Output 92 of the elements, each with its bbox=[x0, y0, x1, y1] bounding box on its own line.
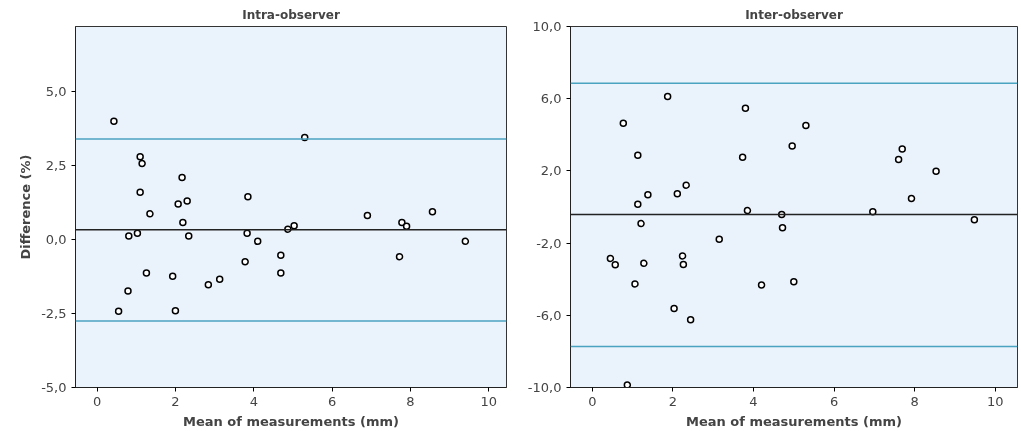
point bbox=[788, 142, 796, 150]
point bbox=[136, 152, 144, 161]
point bbox=[136, 188, 144, 196]
x-tick-label: 6 bbox=[328, 393, 337, 409]
y-tick-label: 2,5 bbox=[45, 158, 67, 174]
point bbox=[611, 261, 619, 269]
point bbox=[395, 252, 404, 261]
point bbox=[743, 206, 752, 215]
point bbox=[644, 190, 652, 199]
point bbox=[932, 167, 940, 176]
point bbox=[778, 224, 787, 232]
point bbox=[277, 251, 285, 259]
point bbox=[178, 173, 186, 182]
point bbox=[738, 153, 747, 162]
point bbox=[402, 222, 411, 230]
point bbox=[184, 232, 193, 240]
y-tick-label: 2,0 bbox=[540, 163, 562, 179]
point bbox=[634, 151, 642, 159]
y-tick-label: -2,0 bbox=[536, 235, 562, 251]
x-tick-label: 10 bbox=[987, 393, 1004, 409]
point bbox=[663, 92, 672, 101]
y-tick-label: -2,5 bbox=[41, 306, 67, 322]
point bbox=[253, 237, 262, 246]
x-tick-label: 10 bbox=[480, 393, 498, 409]
x-tick-label: 4 bbox=[249, 393, 258, 409]
point bbox=[619, 119, 628, 127]
point bbox=[673, 189, 682, 198]
point bbox=[244, 192, 252, 201]
y-axis-title: Difference (%) bbox=[18, 154, 34, 260]
x-axis-title: Mean of measurements (mm) bbox=[686, 413, 902, 429]
chart-title: Intra-observer bbox=[242, 7, 340, 22]
x-tick-label: 0 bbox=[92, 393, 102, 409]
point bbox=[802, 121, 810, 130]
point bbox=[670, 304, 678, 313]
point bbox=[183, 197, 191, 205]
point bbox=[204, 281, 213, 289]
point bbox=[682, 181, 690, 189]
point bbox=[757, 281, 766, 289]
point bbox=[138, 159, 146, 168]
point bbox=[114, 307, 123, 315]
point bbox=[623, 381, 632, 388]
point bbox=[637, 219, 645, 228]
point bbox=[168, 272, 177, 280]
x-tick-label: 8 bbox=[406, 393, 415, 409]
point bbox=[790, 277, 798, 286]
chart-title: Inter-observer bbox=[745, 7, 843, 22]
point bbox=[290, 221, 298, 230]
point bbox=[215, 275, 224, 283]
point bbox=[179, 218, 187, 227]
point bbox=[363, 211, 372, 220]
y-tick-label: -10,0 bbox=[527, 380, 562, 395]
y-tick-label: 10,0 bbox=[532, 19, 562, 34]
point bbox=[679, 260, 688, 269]
point bbox=[461, 237, 470, 246]
x-tick-label: 2 bbox=[668, 393, 678, 409]
y-tick-label: 0,0 bbox=[45, 232, 67, 248]
point bbox=[133, 229, 142, 238]
y-tick-label: 6,0 bbox=[540, 91, 562, 107]
point bbox=[171, 307, 180, 315]
point bbox=[277, 269, 285, 277]
x-tick-label: 2 bbox=[171, 393, 180, 409]
point bbox=[146, 210, 154, 218]
point bbox=[125, 232, 133, 240]
point bbox=[398, 218, 406, 227]
y-tick-label: -6,0 bbox=[536, 307, 562, 323]
point bbox=[640, 259, 648, 268]
point bbox=[894, 155, 903, 164]
point bbox=[907, 194, 916, 203]
y-tick-label: -5,0 bbox=[41, 380, 67, 395]
point bbox=[124, 287, 132, 295]
point bbox=[741, 104, 750, 113]
point bbox=[678, 252, 687, 260]
y-tick-label: 5,0 bbox=[45, 84, 67, 100]
x-tick-label: 0 bbox=[588, 393, 597, 409]
point bbox=[898, 145, 906, 153]
point bbox=[715, 235, 723, 243]
point bbox=[606, 254, 615, 263]
x-axis-title: Mean of measurements (mm) bbox=[183, 413, 399, 429]
point bbox=[243, 229, 251, 238]
point bbox=[631, 280, 639, 288]
point bbox=[142, 269, 151, 277]
point bbox=[110, 117, 118, 125]
x-tick-label: 4 bbox=[749, 393, 758, 409]
point bbox=[686, 315, 695, 324]
point bbox=[428, 207, 437, 216]
x-tick-label: 8 bbox=[910, 393, 919, 409]
point bbox=[174, 200, 182, 208]
x-tick-label: 6 bbox=[829, 393, 839, 409]
point bbox=[634, 200, 642, 209]
point bbox=[970, 215, 979, 224]
point bbox=[241, 258, 249, 266]
point bbox=[869, 208, 877, 216]
